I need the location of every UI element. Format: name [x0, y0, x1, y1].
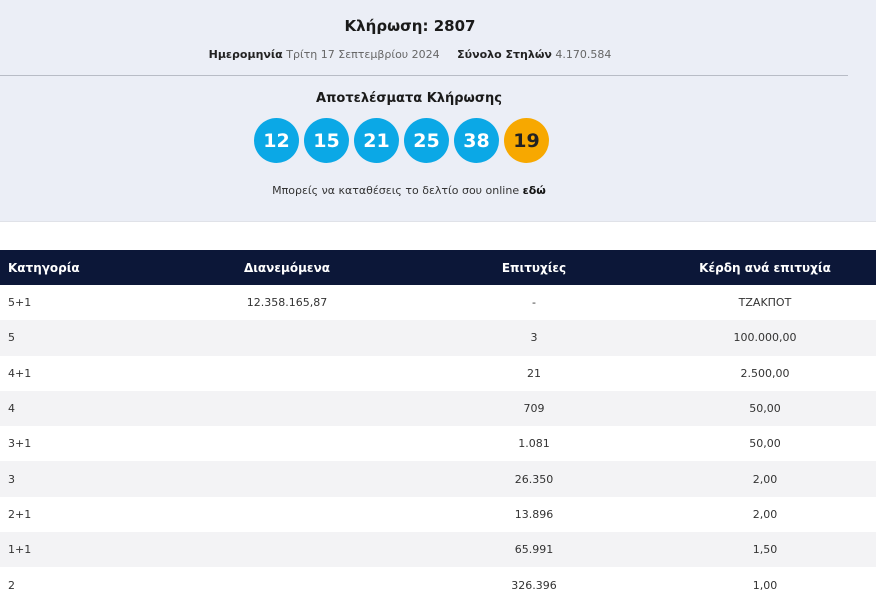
cell-distributed [160, 320, 414, 356]
cell-category: 4+1 [8, 366, 32, 380]
cell-prize: 100.000,00 [654, 320, 876, 356]
cell-category: 3 [0, 461, 160, 497]
draw-meta: Ημερομηνία Τρίτη 17 Σεπτεμβρίου 2024 Σύν… [0, 48, 820, 61]
cell-prize: 2,00 [654, 461, 876, 497]
results-title: Αποτελέσματα Κλήρωσης [316, 91, 502, 106]
cell-prize: 2,00 [752, 507, 778, 521]
online-link[interactable]: εδώ [522, 184, 546, 197]
number-ball: 25 [404, 118, 449, 163]
cell-distributed: 12.358.165,87 [246, 296, 328, 310]
draw-title: Κλήρωση: 2807 [344, 17, 476, 35]
number-ball: 15 [304, 118, 349, 163]
columns-label: Σύνολο Στηλών [457, 48, 552, 61]
cell-distributed [160, 497, 414, 532]
header-category: Κατηγορία [0, 250, 160, 285]
cell-prize: 1,00 [752, 578, 778, 592]
cell-category: 2 [8, 578, 15, 592]
table-row: 2 326.396 1,00 [0, 567, 876, 602]
bonus-ball: 19 [504, 118, 549, 163]
table-row: 2+1 13.896 2,00 [0, 497, 876, 532]
columns-count: 4.170.584 [555, 48, 612, 61]
online-notice: Μπορείς να καταθέσεις το δελτίο σου onli… [0, 184, 818, 197]
cell-prize: 50,00 [654, 390, 876, 427]
cell-category: 2+1 [8, 507, 32, 521]
number-ball: 12 [254, 118, 299, 163]
prize-table: Κατηγορία Διανεμόμενα Επιτυχίες Κέρδη αν… [0, 250, 876, 603]
header-prize: Κέρδη ανά επιτυχία [654, 250, 876, 285]
header-distributed: Διανεμόμενα [160, 250, 414, 285]
cell-category: 5 [0, 320, 160, 356]
cell-winners: 13.896 [514, 507, 554, 521]
cell-category: 3+1 [8, 437, 32, 451]
draw-info-panel: Κλήρωση: 2807 Ημερομηνία Τρίτη 17 Σεπτεμ… [0, 0, 876, 222]
cell-winners: 3 [414, 320, 654, 356]
cell-distributed [160, 461, 414, 497]
online-text: Μπορείς να καταθέσεις το δελτίο σου onli… [272, 184, 520, 197]
cell-distributed [160, 532, 414, 568]
cell-prize: 1,50 [654, 532, 876, 568]
draw-date: Τρίτη 17 Σεπτεμβρίου 2024 [286, 48, 440, 61]
table-row: 1+1 65.991 1,50 [0, 532, 876, 568]
cell-winners: 65.991 [414, 532, 654, 568]
cell-winners: 709 [414, 390, 654, 427]
cell-prize: ΤΖΑΚΠΟΤ [738, 296, 792, 310]
table-row: 4 709 50,00 [0, 390, 876, 427]
winning-numbers: 12 15 21 25 38 19 [254, 118, 549, 163]
cell-distributed [160, 567, 414, 602]
cell-winners: 1.081 [518, 437, 550, 451]
number-ball: 21 [354, 118, 399, 163]
cell-category: 4 [0, 390, 160, 427]
cell-prize: 2.500,00 [740, 366, 790, 380]
cell-category: 1+1 [0, 532, 160, 568]
date-label: Ημερομηνία [208, 48, 283, 61]
cell-winners: 326.396 [511, 578, 557, 592]
table-row: 3 26.350 2,00 [0, 461, 876, 497]
table-row: 5+1 12.358.165,87 - ΤΖΑΚΠΟΤ [0, 285, 876, 320]
divider [0, 75, 848, 76]
table-row: 5 3 100.000,00 [0, 320, 876, 356]
cell-category: 5+1 [8, 296, 32, 310]
table-row: 4+1 21 2.500,00 [0, 356, 876, 391]
cell-distributed [160, 356, 414, 391]
cell-distributed [160, 426, 414, 461]
table-row: 3+1 1.081 50,00 [0, 426, 876, 461]
table-header: Κατηγορία Διανεμόμενα Επιτυχίες Κέρδη αν… [0, 250, 876, 285]
number-ball: 38 [454, 118, 499, 163]
cell-distributed [160, 390, 414, 427]
cell-winners: 21 [527, 366, 541, 380]
header-winners: Επιτυχίες [414, 250, 654, 285]
cell-winners: - [532, 296, 536, 310]
cell-winners: 26.350 [414, 461, 654, 497]
cell-prize: 50,00 [749, 437, 781, 451]
